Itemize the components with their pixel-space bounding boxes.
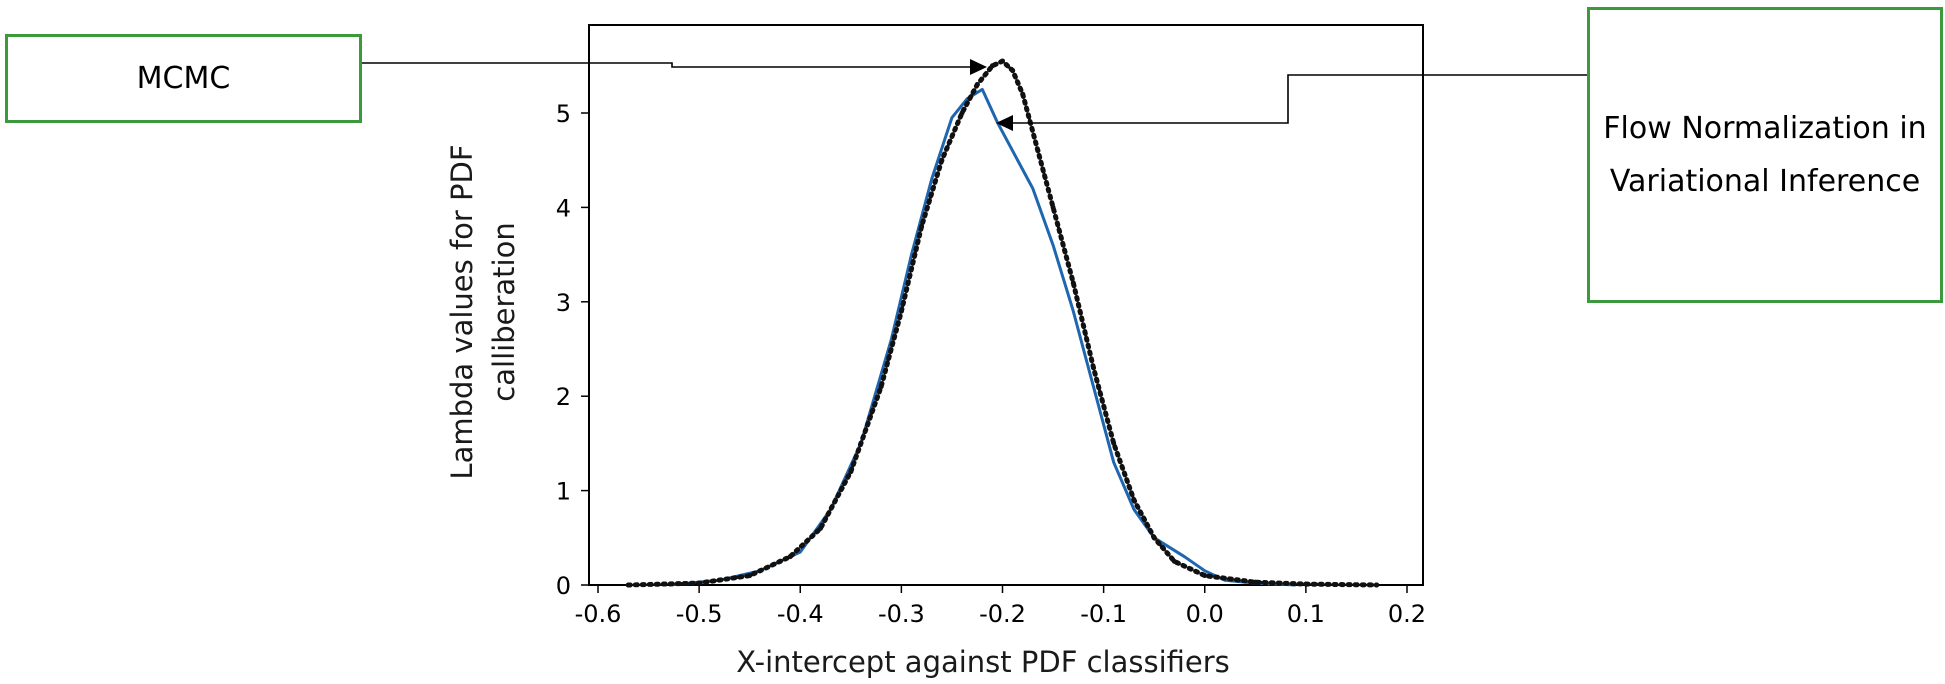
dotted-series-point xyxy=(1000,58,1005,64)
dotted-series-point xyxy=(1131,497,1137,503)
y-axis-title-line-2: calliberation xyxy=(487,222,521,401)
y-tick-label: 1 xyxy=(556,478,571,506)
dotted-series-point xyxy=(1035,148,1041,154)
y-tick-label: 4 xyxy=(556,194,571,222)
dotted-series-point xyxy=(1070,280,1076,286)
dotted-series-point xyxy=(878,384,884,390)
dotted-series-point xyxy=(747,573,753,579)
x-tick-label: 0.2 xyxy=(1388,600,1426,628)
dotted-series-point xyxy=(1374,582,1380,588)
mcmc-callout: MCMC xyxy=(5,34,362,123)
y-tick-label: 3 xyxy=(556,289,571,317)
series-layer xyxy=(625,58,1380,588)
dotted-series-line-texture xyxy=(628,59,1377,587)
dotted-series-point xyxy=(1010,68,1016,74)
dotted-series-point xyxy=(959,110,965,116)
dotted-series-point xyxy=(974,82,980,88)
y-axis-title: Lambda values for PDF calliberation xyxy=(445,144,521,479)
y-tick-label: 5 xyxy=(556,100,571,128)
x-tick-label: 0.0 xyxy=(1186,600,1224,628)
dotted-series-point xyxy=(817,525,823,531)
dotted-series-point xyxy=(898,308,904,314)
y-axis-ticks: 0 1 2 3 4 5 xyxy=(556,100,589,600)
dotted-series-point xyxy=(787,554,793,560)
dotted-series-point xyxy=(1111,440,1117,446)
dotted-series-line xyxy=(625,58,1380,588)
annotation-arrows xyxy=(353,59,1587,131)
x-tick-label: -0.4 xyxy=(777,600,824,628)
dotted-series-point xyxy=(1151,535,1157,541)
dotted-series-point xyxy=(1020,91,1026,97)
y-axis-title-line-1: Lambda values for PDF xyxy=(445,144,479,479)
y-tick-label: 0 xyxy=(556,572,571,600)
dotted-series-point xyxy=(919,223,925,229)
dotted-series-point xyxy=(848,469,854,475)
flow-arrowhead xyxy=(996,115,1013,131)
dotted-series-point xyxy=(696,580,702,586)
flow-arrow xyxy=(1008,74,1587,124)
flow-normalization-callout: Flow Normalization in Variational Infere… xyxy=(1587,7,1943,303)
mcmc-callout-label: MCMC xyxy=(136,61,231,96)
dotted-series-point xyxy=(1091,365,1097,371)
dotted-series-point xyxy=(1050,204,1056,210)
dotted-series-point xyxy=(1202,573,1208,579)
mcmc-arrowhead xyxy=(970,59,987,75)
plot-frame xyxy=(588,24,1424,586)
x-tick-label: -0.1 xyxy=(1080,600,1127,628)
dotted-series-point xyxy=(1303,581,1309,587)
dotted-series-point xyxy=(1252,579,1258,585)
x-axis-ticks: -0.6 -0.5 -0.4 -0.3 -0.2 -0.1 0.0 0.1 0.2 xyxy=(575,585,1426,628)
x-tick-label: -0.2 xyxy=(979,600,1026,628)
x-tick-label: -0.6 xyxy=(575,600,622,628)
x-axis-title: X-intercept against PDF classifiers xyxy=(736,645,1230,679)
flow-normalization-callout-label: Flow Normalization in Variational Infere… xyxy=(1603,111,1927,199)
x-tick-label: -0.5 xyxy=(676,600,723,628)
dotted-series-point xyxy=(625,582,631,588)
dotted-series-point xyxy=(1171,558,1177,564)
y-tick-label: 2 xyxy=(556,383,571,411)
mcmc-arrow xyxy=(353,62,975,68)
x-tick-label: 0.1 xyxy=(1287,600,1325,628)
solid-series-line xyxy=(668,87,1296,587)
dotted-series-point xyxy=(989,63,995,69)
x-tick-label: -0.3 xyxy=(878,600,925,628)
dotted-series-point xyxy=(939,157,945,163)
